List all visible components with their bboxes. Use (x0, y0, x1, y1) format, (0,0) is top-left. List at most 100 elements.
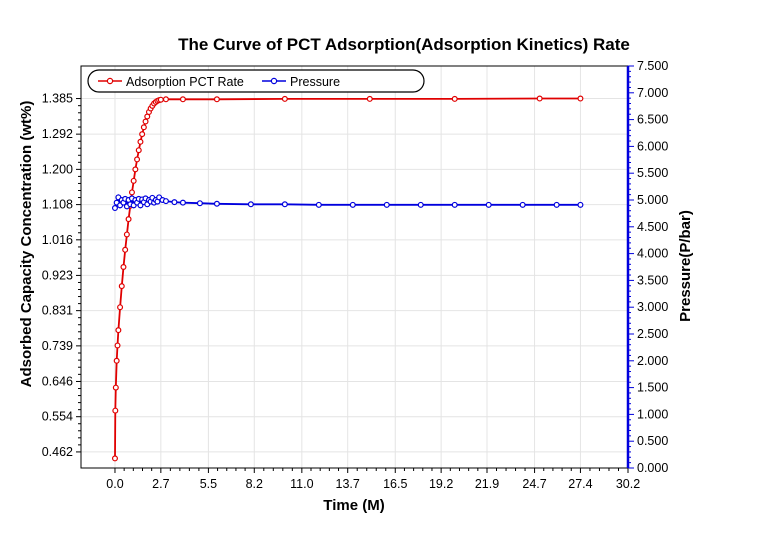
data-point-adsorption (281, 95, 288, 102)
data-point-adsorption (179, 96, 186, 103)
x-axis: 0.0 2.7 5.5 8.2 11.0 13.7 16.5 19.2 21.9 24.7 27.4… (106, 468, 640, 491)
legend: Adsorption PCT Rate Pressure (87, 69, 425, 93)
data-point-pressure (162, 198, 169, 205)
data-point-pressure (417, 201, 424, 208)
data-point-pressure (553, 201, 560, 208)
y-tick-label: 0.739 (42, 339, 73, 353)
x-tick-label: 2.7 (152, 477, 169, 491)
data-point-adsorption (157, 96, 164, 103)
y2-tick-label: 2.500 (637, 327, 668, 341)
x-tick-label: 8.2 (246, 477, 263, 491)
data-point-adsorption (451, 95, 458, 102)
data-point-adsorption (366, 95, 373, 102)
data-point-adsorption (125, 216, 132, 223)
data-point-adsorption (162, 96, 169, 103)
legend-box (87, 69, 425, 93)
data-point-adsorption (117, 304, 124, 311)
data-point-adsorption (122, 246, 129, 253)
data-point-adsorption (536, 95, 543, 102)
legend-label-pressure: Pressure (290, 75, 340, 89)
y2-tick-label: 2.000 (637, 354, 668, 368)
y2-tick-label: 7.000 (637, 86, 668, 100)
y2-tick-label: 7.500 (637, 59, 668, 73)
series-layer (111, 95, 584, 462)
data-point-pressure (196, 200, 203, 207)
y2-tick-label: 0.000 (637, 461, 668, 475)
x-tick-label: 13.7 (336, 477, 360, 491)
y-axis-left: 0.462 0.554 0.646 0.739 0.831 0.923 1.016 1.108… (42, 92, 81, 459)
x-tick-label: 11.0 (290, 477, 313, 491)
data-point-pressure (383, 201, 390, 208)
data-point-pressure (577, 201, 584, 208)
x-tick-label: 21.9 (475, 477, 499, 491)
y-tick-label: 1.200 (42, 162, 73, 176)
y-tick-label: 1.016 (42, 233, 73, 247)
x-axis-title: Time (M) (323, 497, 384, 514)
y2-tick-label: 3.500 (637, 273, 668, 287)
y2-tick-label: 5.500 (637, 166, 668, 180)
data-point-adsorption (112, 384, 119, 391)
plot-frame (80, 65, 629, 469)
y2-tick-label: 0.500 (637, 434, 668, 448)
y-tick-label: 1.385 (42, 92, 73, 106)
y-tick-label: 1.292 (42, 127, 73, 141)
y-tick-label: 0.554 (42, 410, 73, 424)
x-tick-label: 24.7 (522, 477, 546, 491)
y-tick-label: 1.108 (42, 198, 73, 212)
y2-tick-label: 4.000 (637, 247, 668, 261)
data-point-adsorption (123, 231, 130, 238)
x-tick-label: 27.4 (568, 477, 592, 491)
y2-tick-label: 1.500 (637, 381, 668, 395)
data-point-pressure (485, 201, 492, 208)
x-tick-label: 5.5 (200, 477, 217, 491)
y2-tick-label: 1.000 (637, 407, 668, 421)
y-tick-label: 0.831 (42, 304, 73, 318)
x-tick-label: 30.2 (616, 477, 640, 491)
data-point-pressure (519, 201, 526, 208)
data-point-adsorption (132, 166, 139, 173)
grid-lines (81, 66, 629, 468)
data-point-adsorption (112, 407, 119, 414)
data-point-adsorption (130, 177, 137, 184)
legend-swatch-pressure-marker (270, 77, 278, 85)
x-tick-label: 19.2 (429, 477, 453, 491)
data-point-pressure (451, 201, 458, 208)
data-point-pressure (281, 201, 288, 208)
legend-label-adsorption: Adsorption PCT Rate (126, 75, 244, 89)
data-point-adsorption (128, 189, 135, 196)
data-point-adsorption (120, 264, 127, 271)
data-point-adsorption (111, 455, 118, 462)
data-point-adsorption (134, 156, 141, 163)
data-point-adsorption (135, 147, 142, 154)
data-point-pressure (315, 201, 322, 208)
data-point-pressure (111, 205, 118, 212)
x-tick-label: 0.0 (106, 477, 123, 491)
data-point-pressure (213, 200, 220, 207)
data-point-pressure (349, 201, 356, 208)
y-axis-title: Adsorbed Capacity Concentration (wt%) (18, 101, 35, 388)
data-point-adsorption (139, 131, 146, 138)
y2-axis-title: Pressure(P/bar) (677, 210, 694, 322)
y2-tick-label: 4.500 (637, 220, 668, 234)
y-tick-label: 0.646 (42, 374, 73, 388)
y2-tick-label: 3.000 (637, 300, 668, 314)
y2-tick-label: 5.000 (637, 193, 668, 207)
data-point-adsorption (113, 357, 120, 364)
data-point-pressure (179, 199, 186, 206)
data-point-adsorption (213, 96, 220, 103)
data-point-pressure (247, 201, 254, 208)
chart-title: The Curve of PCT Adsorption(Adsorption K… (178, 35, 630, 54)
data-point-adsorption (115, 327, 122, 334)
x-tick-label: 16.5 (383, 477, 407, 491)
data-point-adsorption (142, 118, 149, 125)
data-point-adsorption (118, 283, 125, 290)
data-point-adsorption (114, 342, 121, 349)
data-point-pressure (171, 199, 178, 206)
legend-swatch-adsorption-marker (106, 77, 114, 85)
y2-tick-label: 6.500 (637, 113, 668, 127)
y-axis-right: 0.000 0.500 1.000 1.500 2.000 2.500 3.000 3.500… (626, 59, 668, 475)
data-point-adsorption (137, 138, 144, 145)
data-point-adsorption (140, 124, 147, 131)
